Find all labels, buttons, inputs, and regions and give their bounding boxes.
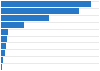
Bar [1, 50, 5, 56]
Bar [1, 22, 23, 28]
Bar [1, 29, 8, 35]
Bar [1, 36, 7, 42]
Bar [1, 43, 6, 49]
Bar [1, 15, 49, 21]
Bar [1, 57, 3, 63]
Bar [1, 1, 91, 7]
Bar [1, 64, 2, 70]
Bar [1, 8, 79, 14]
